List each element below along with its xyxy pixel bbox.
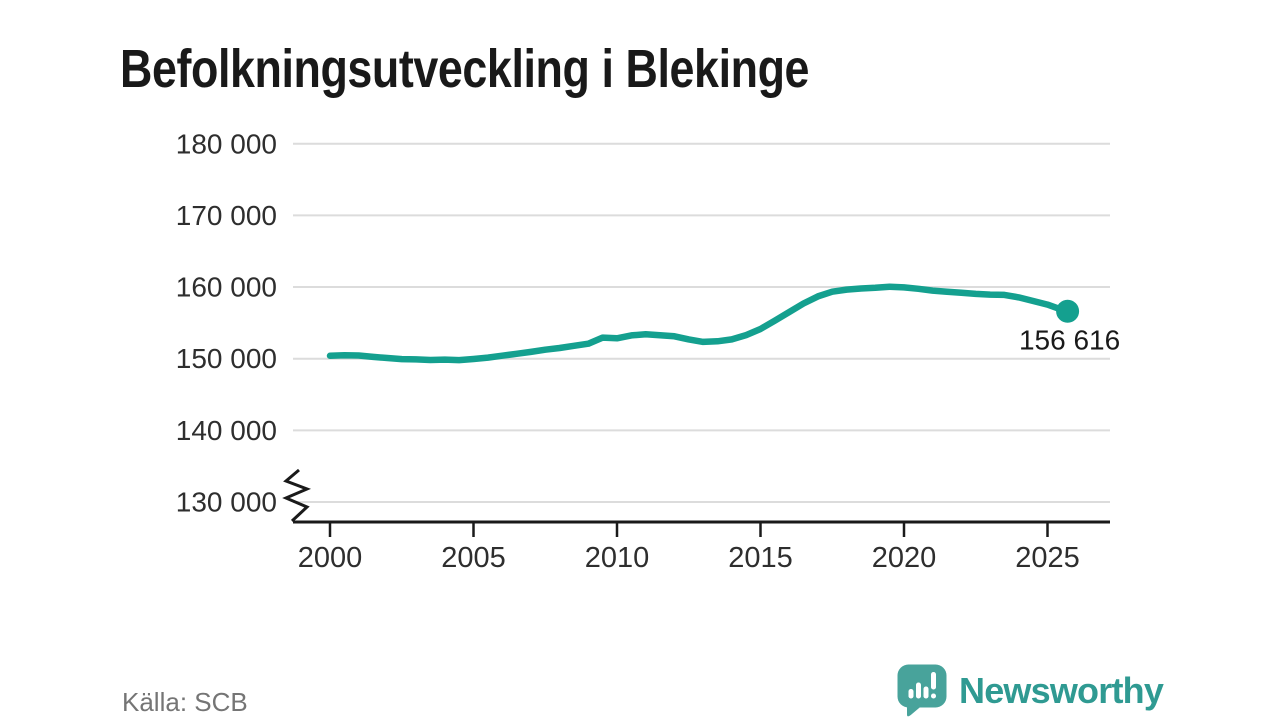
y-tick-label: 170 000 [176, 200, 277, 231]
x-tick-label: 2015 [728, 542, 793, 574]
y-tick-label: 180 000 [176, 128, 277, 159]
chart-area: 130 000 140 000 150 000 160 000 170 000 180 0… [176, 128, 1120, 574]
x-tick-label: 2005 [441, 542, 506, 574]
population-chart-svg: 130 000 140 000 150 000 160 000 170 000 180 0… [176, 128, 1120, 574]
brand-name: Newsworthy [959, 669, 1164, 711]
x-tick-label: 2025 [1015, 542, 1080, 574]
y-tick-label: 140 000 [176, 415, 277, 446]
y-axis-break-icon [282, 468, 311, 523]
brand-logo: Newsworthy [896, 663, 1164, 718]
y-tick-label: 150 000 [176, 343, 277, 374]
x-tick-label: 2010 [585, 542, 650, 574]
newsworthy-bar-chart-speech-bubble-icon [897, 664, 947, 717]
x-tick-label: 2020 [872, 542, 937, 574]
y-tick-label: 160 000 [176, 272, 277, 303]
y-tick-label: 130 000 [176, 487, 277, 518]
source-label: Källa: SCB [122, 687, 248, 717]
endpoint-value-label: 156 616 [1019, 324, 1120, 355]
population-line [326, 283, 1071, 364]
page-title: Befolkningsutveckling i Blekinge [120, 39, 810, 100]
x-tick-label: 2000 [298, 542, 363, 574]
endpoint-dot [1056, 299, 1080, 323]
